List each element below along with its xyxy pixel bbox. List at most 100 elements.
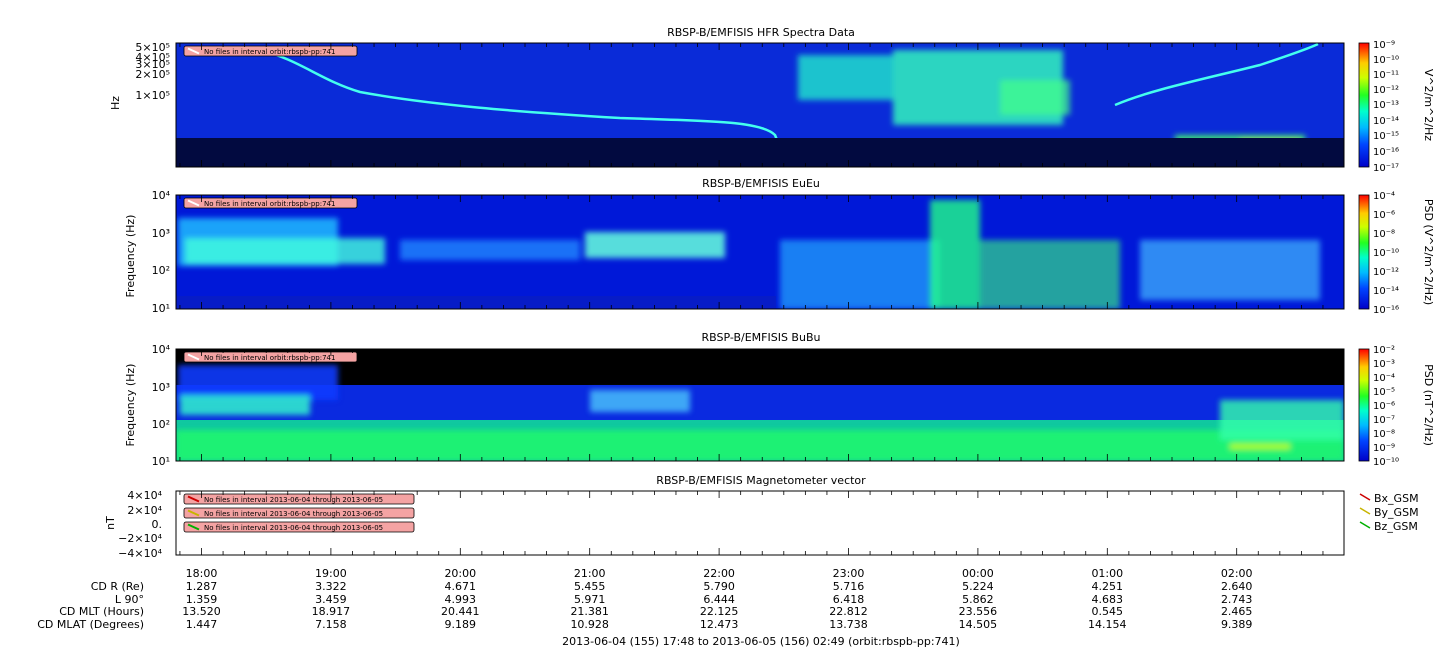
hfr-colorbar-ticks: 10⁻⁹ 10⁻¹⁰ 10⁻¹¹ 10⁻¹² 10⁻¹³ 10⁻¹⁴ 10⁻¹⁵… — [1373, 40, 1399, 174]
bubu-patch — [590, 390, 690, 412]
ephemeris-value: 4.683 — [1092, 593, 1124, 606]
hfr-patch — [1000, 80, 1070, 115]
eueu-colorbar — [1358, 194, 1370, 310]
bubu-spectrogram — [176, 349, 1344, 461]
eueu-patch — [930, 200, 980, 309]
eueu-cbar-tick: 10⁻¹⁶ — [1373, 305, 1399, 316]
ephemeris-value: 1.447 — [186, 618, 218, 631]
ephemeris-value: 4.671 — [445, 580, 477, 593]
ephemeris-value: 2.640 — [1221, 580, 1253, 593]
ephemeris-value: 7.158 — [315, 618, 347, 631]
panel-title-mag: RBSP-B/EMFISIS Magnetometer vector — [656, 474, 866, 487]
bubu-colorbar-ticks: 10⁻² 10⁻³ 10⁻⁴ 10⁻⁵ 10⁻⁶ 10⁻⁷ 10⁻⁸ 10⁻⁹ … — [1373, 345, 1399, 468]
bubu-ytick: 10² — [152, 418, 170, 431]
ephemeris-value: 5.971 — [574, 593, 606, 606]
ephemeris-value: 6.444 — [703, 593, 735, 606]
eueu-cbar-tick: 10⁻¹⁴ — [1373, 286, 1399, 297]
time-tick-marks — [179, 43, 1324, 555]
mag-no-files-text-by: No files in interval 2013-06-04 through … — [204, 510, 383, 518]
hfr-ytick: 1×10⁵ — [135, 89, 170, 102]
bubu-colorbar — [1358, 348, 1370, 462]
ephemeris-value: 21.381 — [570, 605, 609, 618]
hfr-ytick: 3×10⁵ — [135, 58, 170, 71]
eueu-cbar-tick: 10⁻¹⁰ — [1373, 248, 1399, 259]
mag-legend: Bx_GSM By_GSM Bz_GSM — [1359, 492, 1419, 533]
ephemeris-value: 3.322 — [315, 580, 347, 593]
legend-bz: Bz_GSM — [1374, 520, 1418, 533]
mag-ytick: −4×10⁴ — [118, 547, 162, 560]
ephemeris-value: 5.716 — [833, 580, 865, 593]
bubu-frame — [175, 348, 1345, 462]
legend-swatch-bx — [1359, 493, 1371, 501]
eueu-emission-patches — [178, 200, 1320, 309]
mag-ytick: −2×10⁴ — [118, 532, 162, 545]
time-tick-label: 19:00 — [315, 567, 347, 580]
ephemeris-value: 5.862 — [962, 593, 994, 606]
ephemeris-value: 22.125 — [700, 605, 739, 618]
legend-bx: Bx_GSM — [1374, 492, 1419, 505]
ephemeris-value: 23.556 — [959, 605, 998, 618]
eueu-cbar-tick: 10⁻⁴ — [1373, 191, 1395, 202]
eueu-frame — [175, 194, 1345, 310]
hfr-cbar-tick: 10⁻⁹ — [1373, 40, 1395, 51]
hfr-cbar-tick: 10⁻¹² — [1373, 85, 1399, 96]
bubu-y-label: Frequency (Hz) — [124, 364, 137, 447]
hfr-colorbar-label: V^2/m^2/Hz — [1422, 69, 1435, 141]
eueu-ytick: 10⁴ — [152, 189, 171, 202]
hfr-cbar-tick: 10⁻¹⁵ — [1373, 131, 1399, 142]
eueu-patch — [400, 240, 580, 260]
ephem-label-mlt: CD MLT (Hours) — [59, 605, 144, 618]
ephemeris-value: 5.455 — [574, 580, 606, 593]
bubu-patch — [1230, 444, 1290, 449]
eueu-low-band — [176, 296, 776, 309]
ephemeris-labels: CD R (Re) L 90° CD MLT (Hours) CD MLAT (… — [37, 580, 144, 631]
hfr-plasma-line — [259, 48, 787, 161]
ephemeris-value: 2.743 — [1221, 593, 1253, 606]
hfr-cbar-tick: 10⁻¹³ — [1373, 100, 1399, 111]
mag-no-files-text-bz: No files in interval 2013-06-04 through … — [204, 524, 383, 532]
ephemeris-value: 0.545 — [1092, 605, 1124, 618]
bubu-colorbar-label: PSD (nT^2/Hz) — [1422, 364, 1435, 446]
mag-no-files-notes: No files in interval 2013-06-04 through … — [183, 493, 415, 533]
ephemeris-value: 9.189 — [445, 618, 477, 631]
bubu-emission-patches — [176, 365, 1344, 461]
ephemeris-value: 12.473 — [700, 618, 739, 631]
time-axis-labels: 18:00 19:00 20:00 21:00 22:00 23:00 00:00 01:00… — [186, 567, 1253, 580]
legend-by: By_GSM — [1374, 506, 1419, 519]
time-tick-label: 23:00 — [833, 567, 865, 580]
ephemeris-value: 14.154 — [1088, 618, 1127, 631]
ephemeris-value: 4.993 — [445, 593, 477, 606]
ephem-label-mlat: CD MLAT (Degrees) — [37, 618, 144, 631]
hfr-colorbar — [1358, 42, 1370, 168]
ephemeris-value: 18.917 — [312, 605, 351, 618]
panel-title-eueu: RBSP-B/EMFISIS EuEu — [702, 177, 820, 190]
bubu-patch — [1220, 400, 1344, 440]
ephemeris-value: 3.459 — [315, 593, 347, 606]
hfr-cbar-tick: 10⁻¹⁰ — [1373, 55, 1399, 66]
mag-ytick: 0. — [152, 518, 163, 531]
bubu-cbar-tick: 10⁻³ — [1373, 359, 1395, 370]
ephemeris-value: 5.224 — [962, 580, 994, 593]
bubu-patch — [176, 430, 1344, 461]
time-tick-label: 20:00 — [444, 567, 476, 580]
hfr-patch — [798, 55, 893, 100]
hfr-cbar-tick: 10⁻¹⁶ — [1373, 147, 1399, 158]
legend-swatch-bz — [1359, 521, 1371, 529]
time-tick-label: 00:00 — [962, 567, 994, 580]
ephemeris-value: 22.812 — [829, 605, 868, 618]
bubu-cbar-tick: 10⁻⁴ — [1373, 373, 1395, 384]
bubu-patch — [180, 395, 310, 415]
eueu-cbar-tick: 10⁻⁸ — [1373, 229, 1395, 240]
eueu-cbar-tick: 10⁻¹² — [1373, 267, 1399, 278]
legend-swatch-by — [1359, 507, 1371, 515]
ephemeris-value: 20.441 — [441, 605, 480, 618]
mag-ytick: 2×10⁴ — [127, 504, 162, 517]
eueu-ytick: 10³ — [152, 227, 170, 240]
bubu-cbar-tick: 10⁻² — [1373, 345, 1395, 356]
time-tick-label: 02:00 — [1221, 567, 1253, 580]
bubu-cbar-tick: 10⁻⁸ — [1373, 429, 1395, 440]
eueu-patch — [780, 240, 940, 309]
mag-y-axis: 4×10⁴ 2×10⁴ 0. −2×10⁴ −4×10⁴ — [118, 489, 162, 560]
ephemeris-value: 13.520 — [182, 605, 221, 618]
